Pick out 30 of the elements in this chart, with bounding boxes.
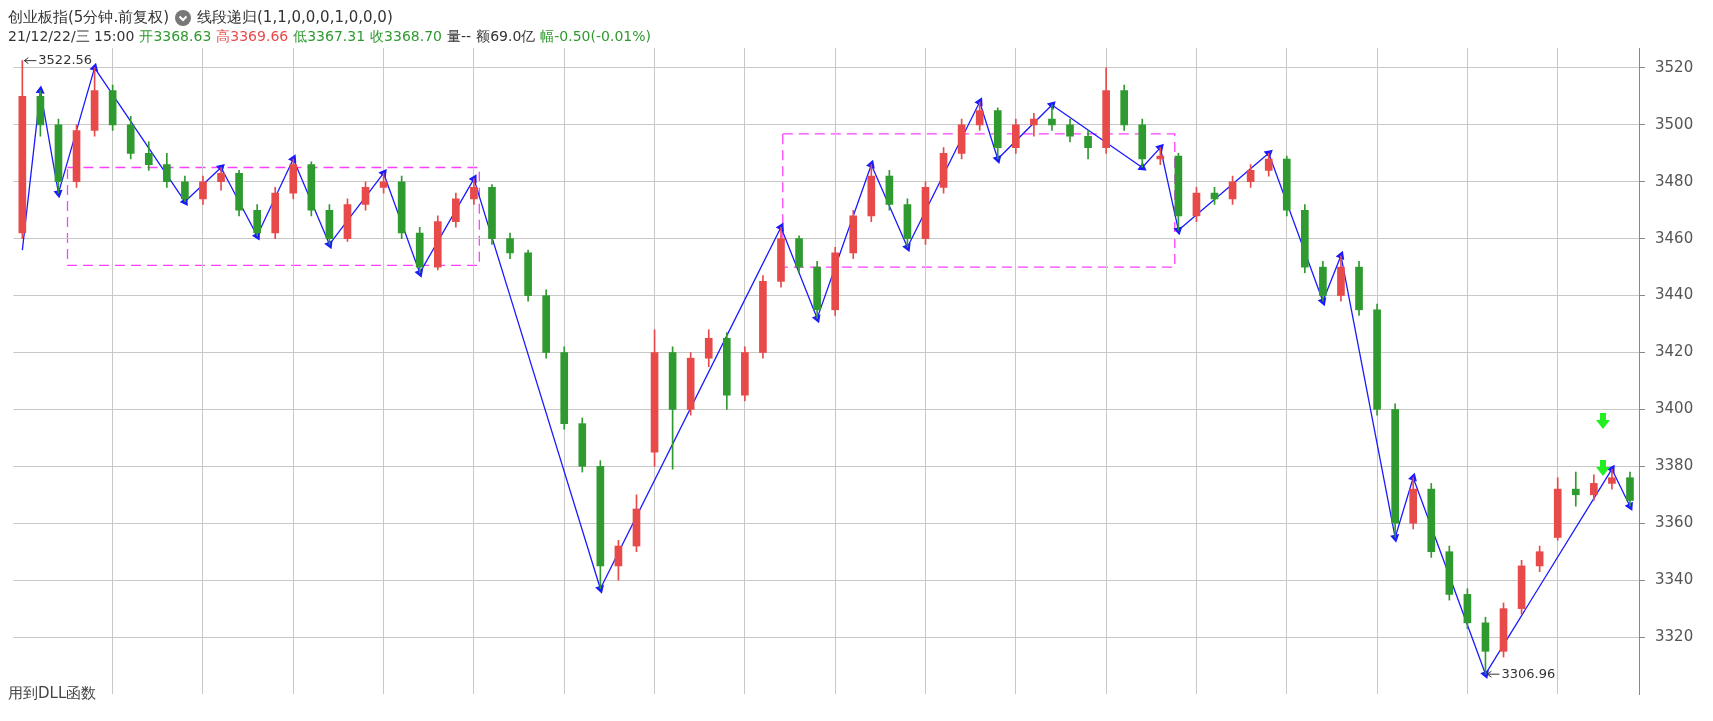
text: 高3369.66: [216, 28, 289, 44]
y-tick-label: 3500: [1655, 114, 1694, 133]
y-tick-label: 3340: [1655, 570, 1694, 589]
candlestick: [1048, 104, 1056, 131]
point: [54, 189, 63, 198]
y-tick-label: 3440: [1655, 285, 1694, 304]
y-tick-label: 3460: [1655, 228, 1694, 247]
y-tick-label: 3320: [1655, 626, 1694, 645]
y-tick-label: 3420: [1655, 342, 1694, 361]
text: 线段递归(1,1,0,0,0,1,0,0,0): [197, 8, 393, 27]
y-tick-label: 3380: [1655, 456, 1694, 475]
chart-title: 创业板指(5分钟.前复权): [8, 8, 170, 27]
text: 收3368.70: [370, 28, 443, 44]
annotation: 3522.56: [38, 52, 93, 68]
point: [1173, 226, 1182, 235]
annotation: 3306.96: [1501, 665, 1556, 681]
chart-subtitle: 21/12/22/三 15:00: [8, 28, 135, 44]
y-tick-label: 3360: [1655, 513, 1694, 532]
text: 幅-0.50(-0.01%): [540, 28, 651, 44]
text: 低3367.31: [293, 28, 366, 44]
y-tick-label: 3520: [1655, 57, 1694, 76]
candlestick: [1030, 113, 1038, 137]
point: [595, 585, 604, 594]
text: 开3368.63: [139, 28, 212, 44]
y-tick-label: 3480: [1655, 171, 1694, 190]
text: 量--: [447, 28, 472, 44]
candlestick: [1571, 471, 1580, 507]
y-tick-label: 3400: [1655, 399, 1694, 418]
annotation: 用到DLL函数: [8, 684, 97, 703]
text: 额69.0亿: [476, 28, 536, 44]
